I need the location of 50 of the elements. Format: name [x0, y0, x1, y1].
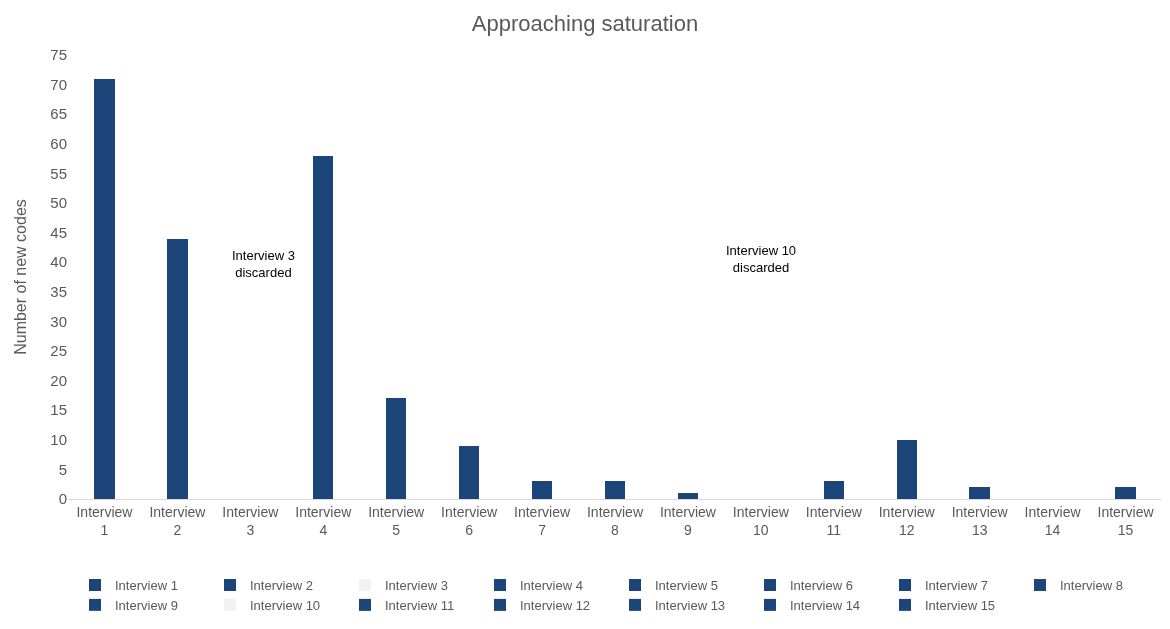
y-tick-label: 20	[50, 371, 67, 389]
x-tick-label: Interview 7	[514, 503, 571, 538]
legend-label: Interview 8	[1060, 578, 1123, 594]
legend-label: Interview 10	[250, 597, 321, 613]
x-tick-label: Interview 13	[951, 503, 1009, 538]
x-tick-label: Interview 11	[805, 503, 863, 538]
legend-label: Interview 1	[115, 578, 178, 594]
annotation: Interview 10 discarded	[726, 243, 797, 275]
x-tick-label: Interview 6	[441, 503, 499, 538]
x-tick-label: Interview 15	[1097, 503, 1155, 538]
legend-label: Interview 4	[520, 578, 583, 594]
legend-label: Interview 15	[925, 597, 996, 613]
y-tick-label: 35	[50, 283, 67, 301]
legend-label: Interview 5	[655, 578, 718, 594]
legend-label: Interview 3	[385, 578, 448, 594]
y-tick-label: 65	[50, 105, 67, 123]
x-tick-label: Interview 5	[368, 503, 426, 538]
y-tick-label: 55	[50, 164, 67, 182]
legend-label: Interview 6	[790, 578, 853, 594]
y-tick-label: 75	[50, 46, 67, 64]
legend-label: Interview 2	[250, 578, 313, 594]
x-tick-label: Interview 8	[586, 503, 644, 538]
x-tick-label: Interview 2	[149, 503, 207, 538]
x-tick-label: Interview 1	[76, 503, 134, 538]
y-tick-label: 45	[50, 223, 67, 241]
y-tick-label: 30	[50, 312, 67, 330]
legend-label: Interview 7	[925, 578, 988, 594]
y-tick-label: 25	[50, 342, 67, 360]
y-tick-label: 10	[50, 431, 67, 449]
y-tick-label: 15	[50, 401, 67, 419]
legend-label: Interview 14	[790, 597, 861, 613]
x-tick-label: Interview 14	[1024, 503, 1082, 538]
x-tick-label: Interview 10	[732, 503, 790, 538]
y-axis-title: Number of new codes	[12, 199, 29, 355]
x-tick-label: Interview 4	[295, 503, 353, 538]
x-tick-label: Interview 12	[878, 503, 936, 538]
x-tick-label: Interview 9	[659, 503, 717, 538]
x-tick-label: Interview 3	[222, 503, 280, 538]
y-tick-label: 70	[50, 75, 67, 93]
legend-label: Interview 12	[520, 597, 591, 613]
y-tick-label: 0	[58, 490, 67, 508]
y-tick-label: 50	[50, 194, 67, 212]
annotation: Interview 3 discarded	[232, 248, 295, 280]
chart-title: Approaching saturation	[471, 11, 699, 37]
y-tick-label: 60	[50, 135, 67, 153]
legend-label: Interview 9	[115, 597, 178, 613]
y-tick-label: 40	[50, 253, 67, 271]
y-tick-label: 5	[58, 460, 67, 478]
legend-label: Interview 13	[655, 597, 726, 613]
legend-label: Interview 11	[385, 597, 455, 613]
